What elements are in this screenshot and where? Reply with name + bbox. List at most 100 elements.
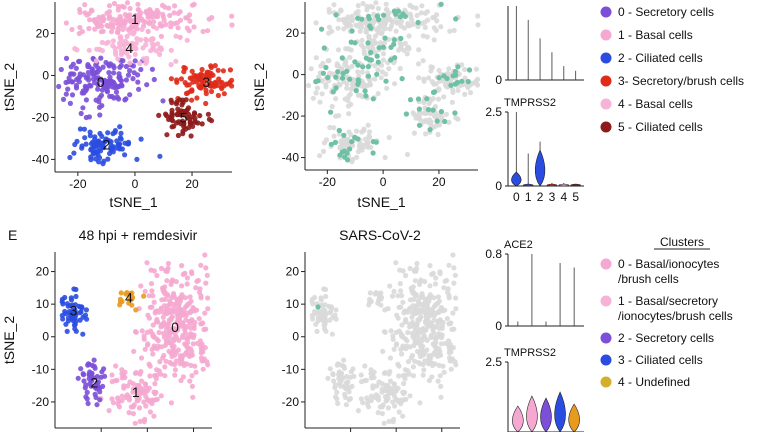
- data-point: [88, 154, 94, 160]
- data-point: [379, 411, 385, 417]
- data-point: [152, 381, 158, 387]
- data-point: [345, 17, 351, 23]
- data-point: [144, 329, 150, 335]
- highlight-point: [353, 88, 359, 94]
- data-point: [373, 0, 379, 6]
- data-point: [82, 135, 88, 141]
- data-point: [404, 151, 411, 158]
- data-point: [435, 96, 442, 102]
- data-point: [179, 283, 185, 289]
- data-point: [178, 323, 184, 329]
- x-axis-title: tSNE_1: [357, 194, 405, 210]
- data-point: [369, 41, 375, 48]
- violin-body: [540, 397, 552, 432]
- data-point: [431, 37, 437, 43]
- data-point: [110, 38, 116, 44]
- data-point: [400, 373, 406, 379]
- data-point: [184, 37, 190, 43]
- data-point: [449, 99, 455, 105]
- data-point: [193, 285, 199, 291]
- data-point: [455, 87, 461, 93]
- data-point: [136, 86, 142, 92]
- data-point: [139, 26, 145, 32]
- data-point: [74, 138, 80, 144]
- data-point: [438, 383, 444, 389]
- data-point: [138, 66, 144, 73]
- data-point: [98, 55, 104, 61]
- legend-swatch: [600, 354, 612, 366]
- data-point: [82, 385, 88, 391]
- data-point: [388, 18, 394, 24]
- data-point: [371, 374, 377, 381]
- data-point: [201, 356, 207, 362]
- data-point: [328, 304, 334, 310]
- data-point: [146, 385, 152, 391]
- highlight-point: [438, 1, 444, 7]
- data-point: [169, 277, 176, 283]
- data-point: [114, 94, 120, 100]
- violin-y-tick-label: 0: [495, 319, 502, 333]
- legend-label: 4 - Basal cells: [618, 97, 693, 111]
- scatter-top-middle: 20 0 -20 -40 -20 0 20 tSNE_2 tSNE_1: [251, 0, 481, 210]
- data-point: [79, 304, 85, 310]
- data-point: [70, 61, 76, 67]
- data-point: [420, 58, 426, 64]
- data-point: [184, 15, 191, 21]
- data-point: [86, 77, 92, 83]
- data-point: [203, 265, 209, 271]
- data-point: [67, 100, 73, 106]
- highlight-point: [438, 109, 444, 115]
- data-point: [63, 55, 70, 62]
- data-point: [113, 19, 120, 26]
- data-point: [447, 348, 453, 354]
- data-point: [162, 373, 168, 379]
- x-axis-title: tSNE_1: [109, 194, 157, 210]
- data-point: [168, 20, 174, 26]
- data-point: [323, 137, 330, 143]
- data-point: [83, 114, 89, 121]
- data-point: [429, 310, 435, 316]
- data-point: [172, 372, 178, 378]
- data-point: [127, 297, 133, 303]
- data-point: [436, 320, 442, 326]
- data-point: [88, 383, 94, 389]
- data-point: [395, 293, 401, 299]
- data-point: [166, 336, 172, 342]
- data-point: [104, 82, 110, 89]
- data-point: [91, 375, 97, 381]
- data-point: [184, 281, 190, 287]
- highlight-point: [355, 81, 361, 87]
- data-point: [73, 65, 79, 71]
- data-point: [157, 359, 163, 365]
- data-point: [412, 340, 418, 346]
- data-point: [326, 6, 332, 12]
- data-point: [227, 67, 233, 73]
- data-point: [83, 141, 89, 147]
- data-point: [93, 156, 99, 162]
- data-point: [414, 336, 420, 342]
- data-point: [151, 42, 157, 48]
- data-point: [63, 79, 69, 86]
- data-point: [167, 298, 173, 304]
- data-point: [364, 401, 370, 407]
- data-point: [335, 25, 341, 31]
- highlight-point: [434, 118, 440, 124]
- data-point: [387, 378, 394, 384]
- x-tick-label: -20: [319, 175, 337, 189]
- data-point: [318, 297, 324, 303]
- data-point: [148, 37, 154, 43]
- data-point: [154, 272, 160, 279]
- highlight-point: [430, 107, 436, 113]
- data-point: [125, 141, 131, 147]
- data-point: [167, 12, 173, 19]
- highlight-point: [319, 26, 325, 32]
- data-point: [106, 70, 112, 76]
- data-point: [127, 5, 133, 12]
- data-point: [396, 373, 402, 379]
- data-point: [415, 61, 422, 67]
- data-point: [360, 0, 366, 7]
- data-point: [114, 29, 120, 35]
- data-point: [436, 67, 442, 74]
- data-point: [189, 68, 195, 74]
